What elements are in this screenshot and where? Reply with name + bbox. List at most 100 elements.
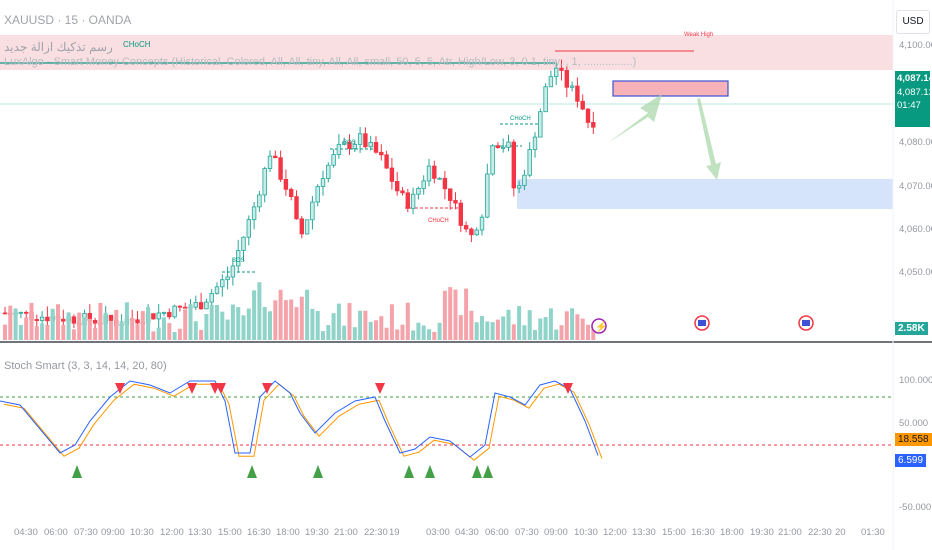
price-axis-label: 4,060.000 [899, 224, 932, 235]
stoch-axis-label: -50.000 [899, 502, 932, 513]
candle-up [426, 165, 432, 182]
volume-bar [490, 322, 495, 340]
currency-button[interactable]: USD [896, 10, 930, 34]
candle-up [267, 155, 273, 169]
price-axis-label: 4,080.000 [899, 137, 932, 148]
candle-up [235, 250, 241, 267]
volume-bar [485, 321, 490, 340]
sell-signal-icon [115, 383, 125, 394]
volume-bar [548, 308, 553, 340]
time-axis-label: 21:00 [334, 527, 358, 538]
volume-bar [130, 317, 135, 340]
volume-bar [453, 289, 458, 340]
candle-down [394, 181, 400, 192]
volume-bar [405, 302, 410, 340]
volume-bar [103, 312, 108, 340]
candle-down [495, 145, 501, 149]
volume-bar [13, 308, 18, 340]
time-axis-label: 13:30 [632, 527, 656, 538]
flag-glyph [698, 320, 706, 326]
volume-bar [246, 308, 251, 340]
volume-bar [448, 287, 453, 340]
candle-up [326, 164, 331, 179]
sell-signal-icon [187, 383, 197, 394]
candle-up [204, 301, 209, 310]
candle-down [198, 302, 204, 310]
bid-price: 4,087.145 [897, 73, 932, 84]
price-tag: 4,087.145 4,087.120 01:47 [895, 71, 932, 127]
candle-up [246, 219, 251, 238]
volume-bar [225, 319, 230, 340]
volume-bar [331, 313, 336, 340]
candle-up [336, 144, 342, 155]
symbol-title[interactable]: XAUUSD · 15 · OANDA [4, 13, 132, 27]
volume-bar [421, 325, 426, 340]
volume-bar [241, 315, 246, 340]
volume-bar [162, 317, 166, 340]
candle-down [283, 178, 289, 190]
volume-bar [358, 310, 363, 340]
volume-bar [363, 310, 368, 340]
candle-down [299, 218, 304, 235]
volume-bar [77, 312, 82, 340]
volume-bar [411, 330, 416, 340]
buy-signal-icon [313, 465, 323, 478]
time-axis-label: 06:00 [44, 527, 68, 538]
price-axis-label: 4,050.000 [899, 267, 932, 278]
volume-bar [395, 329, 400, 340]
volume-bar [347, 303, 352, 340]
volume-bar [538, 318, 543, 340]
volume-bar [93, 328, 98, 340]
volume-bar [146, 307, 151, 340]
candle-up [39, 316, 45, 322]
volume-bar [98, 302, 103, 340]
candle-down [288, 188, 294, 198]
candle-down [61, 318, 66, 322]
volume-bar [257, 282, 262, 340]
volume-bar [464, 288, 469, 340]
price-axis-label: 4,070.000 [899, 181, 932, 192]
volume-bar [294, 307, 299, 340]
candle-down [167, 311, 172, 318]
candle-up [506, 141, 511, 148]
lightning-glyph: ⚡ [595, 320, 607, 333]
time-axis-label: 01:30 [861, 527, 885, 538]
candle-up [156, 312, 161, 320]
candle-up [172, 305, 177, 318]
volume-bar [252, 290, 257, 340]
time-axis-label: 22:30 [808, 527, 832, 538]
candle-up [368, 142, 373, 148]
candle-down [458, 202, 463, 226]
candle-down [294, 196, 299, 220]
stoch-k-line [0, 380, 599, 458]
stoch-legend[interactable]: Stoch Smart (3, 3, 14, 14, 20, 80) [4, 360, 167, 372]
volume-bar [188, 304, 193, 340]
volume-bar [543, 317, 548, 340]
time-axis-label: 15:00 [218, 527, 242, 538]
volume-bar [559, 325, 564, 340]
candle-up [257, 194, 262, 208]
bar-countdown: 01:47 [897, 100, 921, 111]
volume-bar [114, 309, 119, 340]
choch-label: CHoCH [510, 116, 531, 122]
volume-bar [156, 327, 161, 340]
volume-bar [230, 304, 235, 340]
candle-up [543, 86, 548, 113]
volume-bar [87, 318, 92, 340]
time-axis-label: 19:30 [305, 527, 329, 538]
choch-label: CHoCH [428, 218, 449, 224]
volume-bar [66, 312, 71, 340]
volume-bar [575, 314, 580, 340]
volume-bar [416, 322, 421, 340]
volume-bar [511, 324, 516, 340]
candle-up [437, 177, 442, 180]
lightning-event-icon [591, 318, 607, 334]
candle-down [108, 314, 114, 321]
candle-down [442, 177, 448, 190]
volume-bar [56, 304, 60, 340]
indicator-legend[interactable]: LuxAlgo - Smart Money Concepts (Historic… [4, 56, 637, 68]
candle-up [331, 154, 336, 166]
candle-up [262, 168, 267, 196]
time-axis-label: 13:30 [188, 527, 212, 538]
